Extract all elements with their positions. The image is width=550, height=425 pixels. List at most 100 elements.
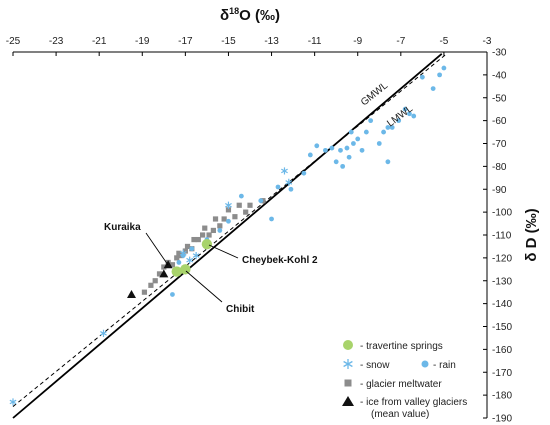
glacier-meltwater-point <box>236 202 242 208</box>
rain-point <box>333 159 339 165</box>
x-tick-label: -19 <box>135 36 150 47</box>
rain-point <box>176 260 182 265</box>
x-tick-label: -23 <box>49 36 64 47</box>
rain-point <box>288 186 294 192</box>
chibit-label: Chibit <box>226 304 255 315</box>
y-tick-label: -30 <box>492 48 507 59</box>
rain-point <box>351 141 356 146</box>
x-tick-label: -25 <box>6 36 21 47</box>
snow-point <box>281 167 288 175</box>
glacier-meltwater-point <box>152 278 158 284</box>
glacier-meltwater-point <box>184 243 191 250</box>
rain-point <box>323 147 328 153</box>
lmwl-label: LMWL <box>385 103 415 129</box>
y-tick-label: -150 <box>492 322 512 333</box>
rain-point <box>430 86 436 91</box>
glacier-meltwater-point <box>202 225 208 231</box>
ice-from-valley-glaciers-point <box>159 269 169 278</box>
y-tick-label: -90 <box>492 185 507 196</box>
x-tick-label: -3 <box>483 36 492 47</box>
rain-point <box>441 65 447 71</box>
snow-point <box>9 398 17 406</box>
rain-point <box>402 106 408 112</box>
rain-point <box>346 154 352 160</box>
rain-point <box>359 147 365 153</box>
y-tick-label: -100 <box>492 208 512 219</box>
travertine-springs-point <box>201 238 213 250</box>
glacier-meltwater-point <box>176 250 182 256</box>
gmwl-line <box>12 53 443 419</box>
glacier-meltwater-point <box>169 262 176 268</box>
y-tick-label: -130 <box>492 276 512 287</box>
glacier-meltwater-point <box>232 214 238 220</box>
rain-point <box>381 129 386 135</box>
legend-ice-marker <box>342 396 354 406</box>
gmwl-label: GMWL <box>359 80 390 108</box>
legend-rain-marker <box>421 360 429 368</box>
rain-point <box>340 163 346 169</box>
glacier-meltwater-point <box>161 264 167 270</box>
y-tick-label: -180 <box>492 391 512 402</box>
rain-point <box>258 198 264 204</box>
legend-rain-text: - rain <box>433 360 456 371</box>
rain-point <box>389 125 395 130</box>
rain-point <box>437 72 442 78</box>
y-ticks: -30 -40 -50 -60 -70 -80 -90 -100 -110 -120 -130 -14… <box>483 48 512 425</box>
rain-point <box>217 228 223 233</box>
rain-point <box>170 292 175 297</box>
x-tick-label: -7 <box>396 36 405 47</box>
rain-point <box>396 118 402 124</box>
y-tick-label: -50 <box>492 93 507 104</box>
rain-point <box>307 152 313 158</box>
x-tick-label: -11 <box>308 36 322 47</box>
x-axis-title: δ18O (‰) <box>220 6 280 24</box>
x-tick-label: -13 <box>264 36 279 47</box>
x-tick-label: -9 <box>353 36 362 47</box>
snow-point <box>186 256 194 264</box>
y-tick-label: -120 <box>492 253 512 264</box>
snow-point <box>100 329 107 337</box>
y-tick-label: -110 <box>492 231 512 242</box>
glacier-meltwater-point <box>247 202 253 208</box>
rain-point <box>363 129 369 135</box>
x-tick-label: -21 <box>92 36 107 47</box>
annotations: Kuraika Cheybek-Kohl 2 Chibit <box>104 222 318 315</box>
kuraika-label: Kuraika <box>104 222 141 233</box>
rain-point <box>189 246 195 252</box>
rain-point <box>376 141 382 146</box>
chibit-leader <box>185 270 223 303</box>
ice-from-valley-glaciers-point <box>127 289 136 298</box>
rain-point <box>338 147 343 153</box>
snow-point <box>285 178 293 186</box>
lmwl-line <box>12 53 447 407</box>
snow-point <box>179 249 187 257</box>
y-tick-label: -140 <box>492 299 512 310</box>
kuraika-leader <box>145 232 169 266</box>
legend: - travertine springs - snow - rain - gla… <box>342 340 467 420</box>
y-tick-label: -70 <box>492 139 507 150</box>
legend-ice-text: - ice from valley glaciers <box>360 397 467 408</box>
rain-point <box>301 170 307 176</box>
rain-point <box>411 113 417 119</box>
x-tick-label: -17 <box>178 36 193 47</box>
x-tick-label: -15 <box>221 36 236 47</box>
ice-from-valley-glaciers-point <box>163 260 173 269</box>
rain-point <box>275 184 281 190</box>
y-axis-title: δ D (‰) <box>523 208 540 261</box>
rain-point <box>348 129 354 135</box>
glacier-meltwater-point <box>191 236 197 243</box>
legend-meltwater-text: - glacier meltwater <box>360 379 442 390</box>
rain-point <box>329 145 335 151</box>
glacier-meltwater-point <box>221 216 227 222</box>
y-tick-label: -80 <box>492 162 507 173</box>
glacier-meltwater-point <box>182 248 188 254</box>
y-tick-label: -40 <box>492 70 507 81</box>
y-tick-label: -190 <box>492 414 512 425</box>
glacier-meltwater-point <box>206 232 212 238</box>
cheybek-label: Cheybek-Kohl 2 <box>242 255 318 266</box>
legend-ice-text-2: (mean value) <box>371 409 429 420</box>
rain-point <box>355 136 361 142</box>
rain-point <box>385 159 391 165</box>
glacier-meltwater-point <box>200 232 206 238</box>
